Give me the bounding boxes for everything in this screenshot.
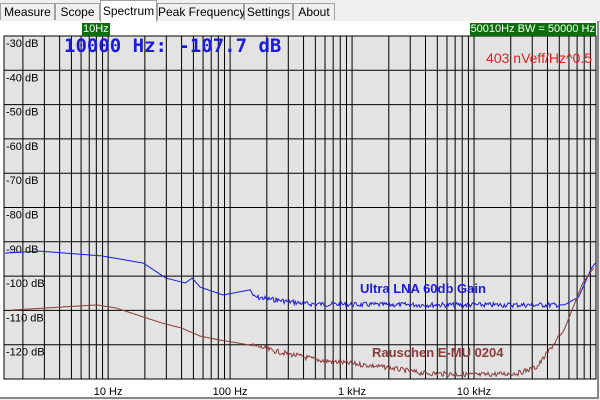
y-tick-label: -120 dB <box>6 347 45 359</box>
y-tick-label: -40 dB <box>6 72 38 84</box>
left-frequency-marker[interactable]: 10Hz <box>82 23 110 36</box>
y-tick-label: -100 dB <box>6 278 45 290</box>
right-frequency-marker[interactable]: 50010Hz BW = 50000 Hz <box>469 23 596 36</box>
y-tick-label: -90 dB <box>6 244 38 256</box>
y-tick-label: -110 dB <box>6 312 44 324</box>
y-tick-label: -80 dB <box>6 210 38 222</box>
series-label: Ultra LNA 60db Gain <box>360 281 486 296</box>
x-tick-label: 1 kHz <box>338 386 366 398</box>
tab-about[interactable]: About <box>293 3 335 20</box>
y-tick-label: -50 dB <box>6 107 38 119</box>
cursor-readout: 10000 Hz: -107.7 dB <box>64 35 282 57</box>
y-tick-label: -70 dB <box>6 175 38 187</box>
noise-density-readout: 403 nVeff/Hz^0.5 <box>486 50 592 66</box>
series-label: Rauschen E-MU 0204 <box>372 345 504 360</box>
y-tick-label: -60 dB <box>6 141 38 153</box>
x-tick-label: 10 kHz <box>457 386 491 398</box>
x-tick-label: 100 Hz <box>213 386 248 398</box>
tab-peak-frequency[interactable]: Peak Frequency <box>157 3 246 20</box>
tab-scope[interactable]: Scope <box>55 3 100 20</box>
tab-measure[interactable]: Measure <box>0 3 55 20</box>
series-line-0 <box>5 250 597 309</box>
tab-spectrum[interactable]: Spectrum <box>100 0 157 22</box>
series-line-1 <box>12 267 595 378</box>
tab-settings[interactable]: Settings <box>244 3 293 20</box>
y-tick-label: -30 dB <box>6 38 38 50</box>
x-tick-label: 10 Hz <box>94 386 123 398</box>
tab-bar: Measure Scope Spectrum Peak Frequency Settin… <box>0 0 600 22</box>
